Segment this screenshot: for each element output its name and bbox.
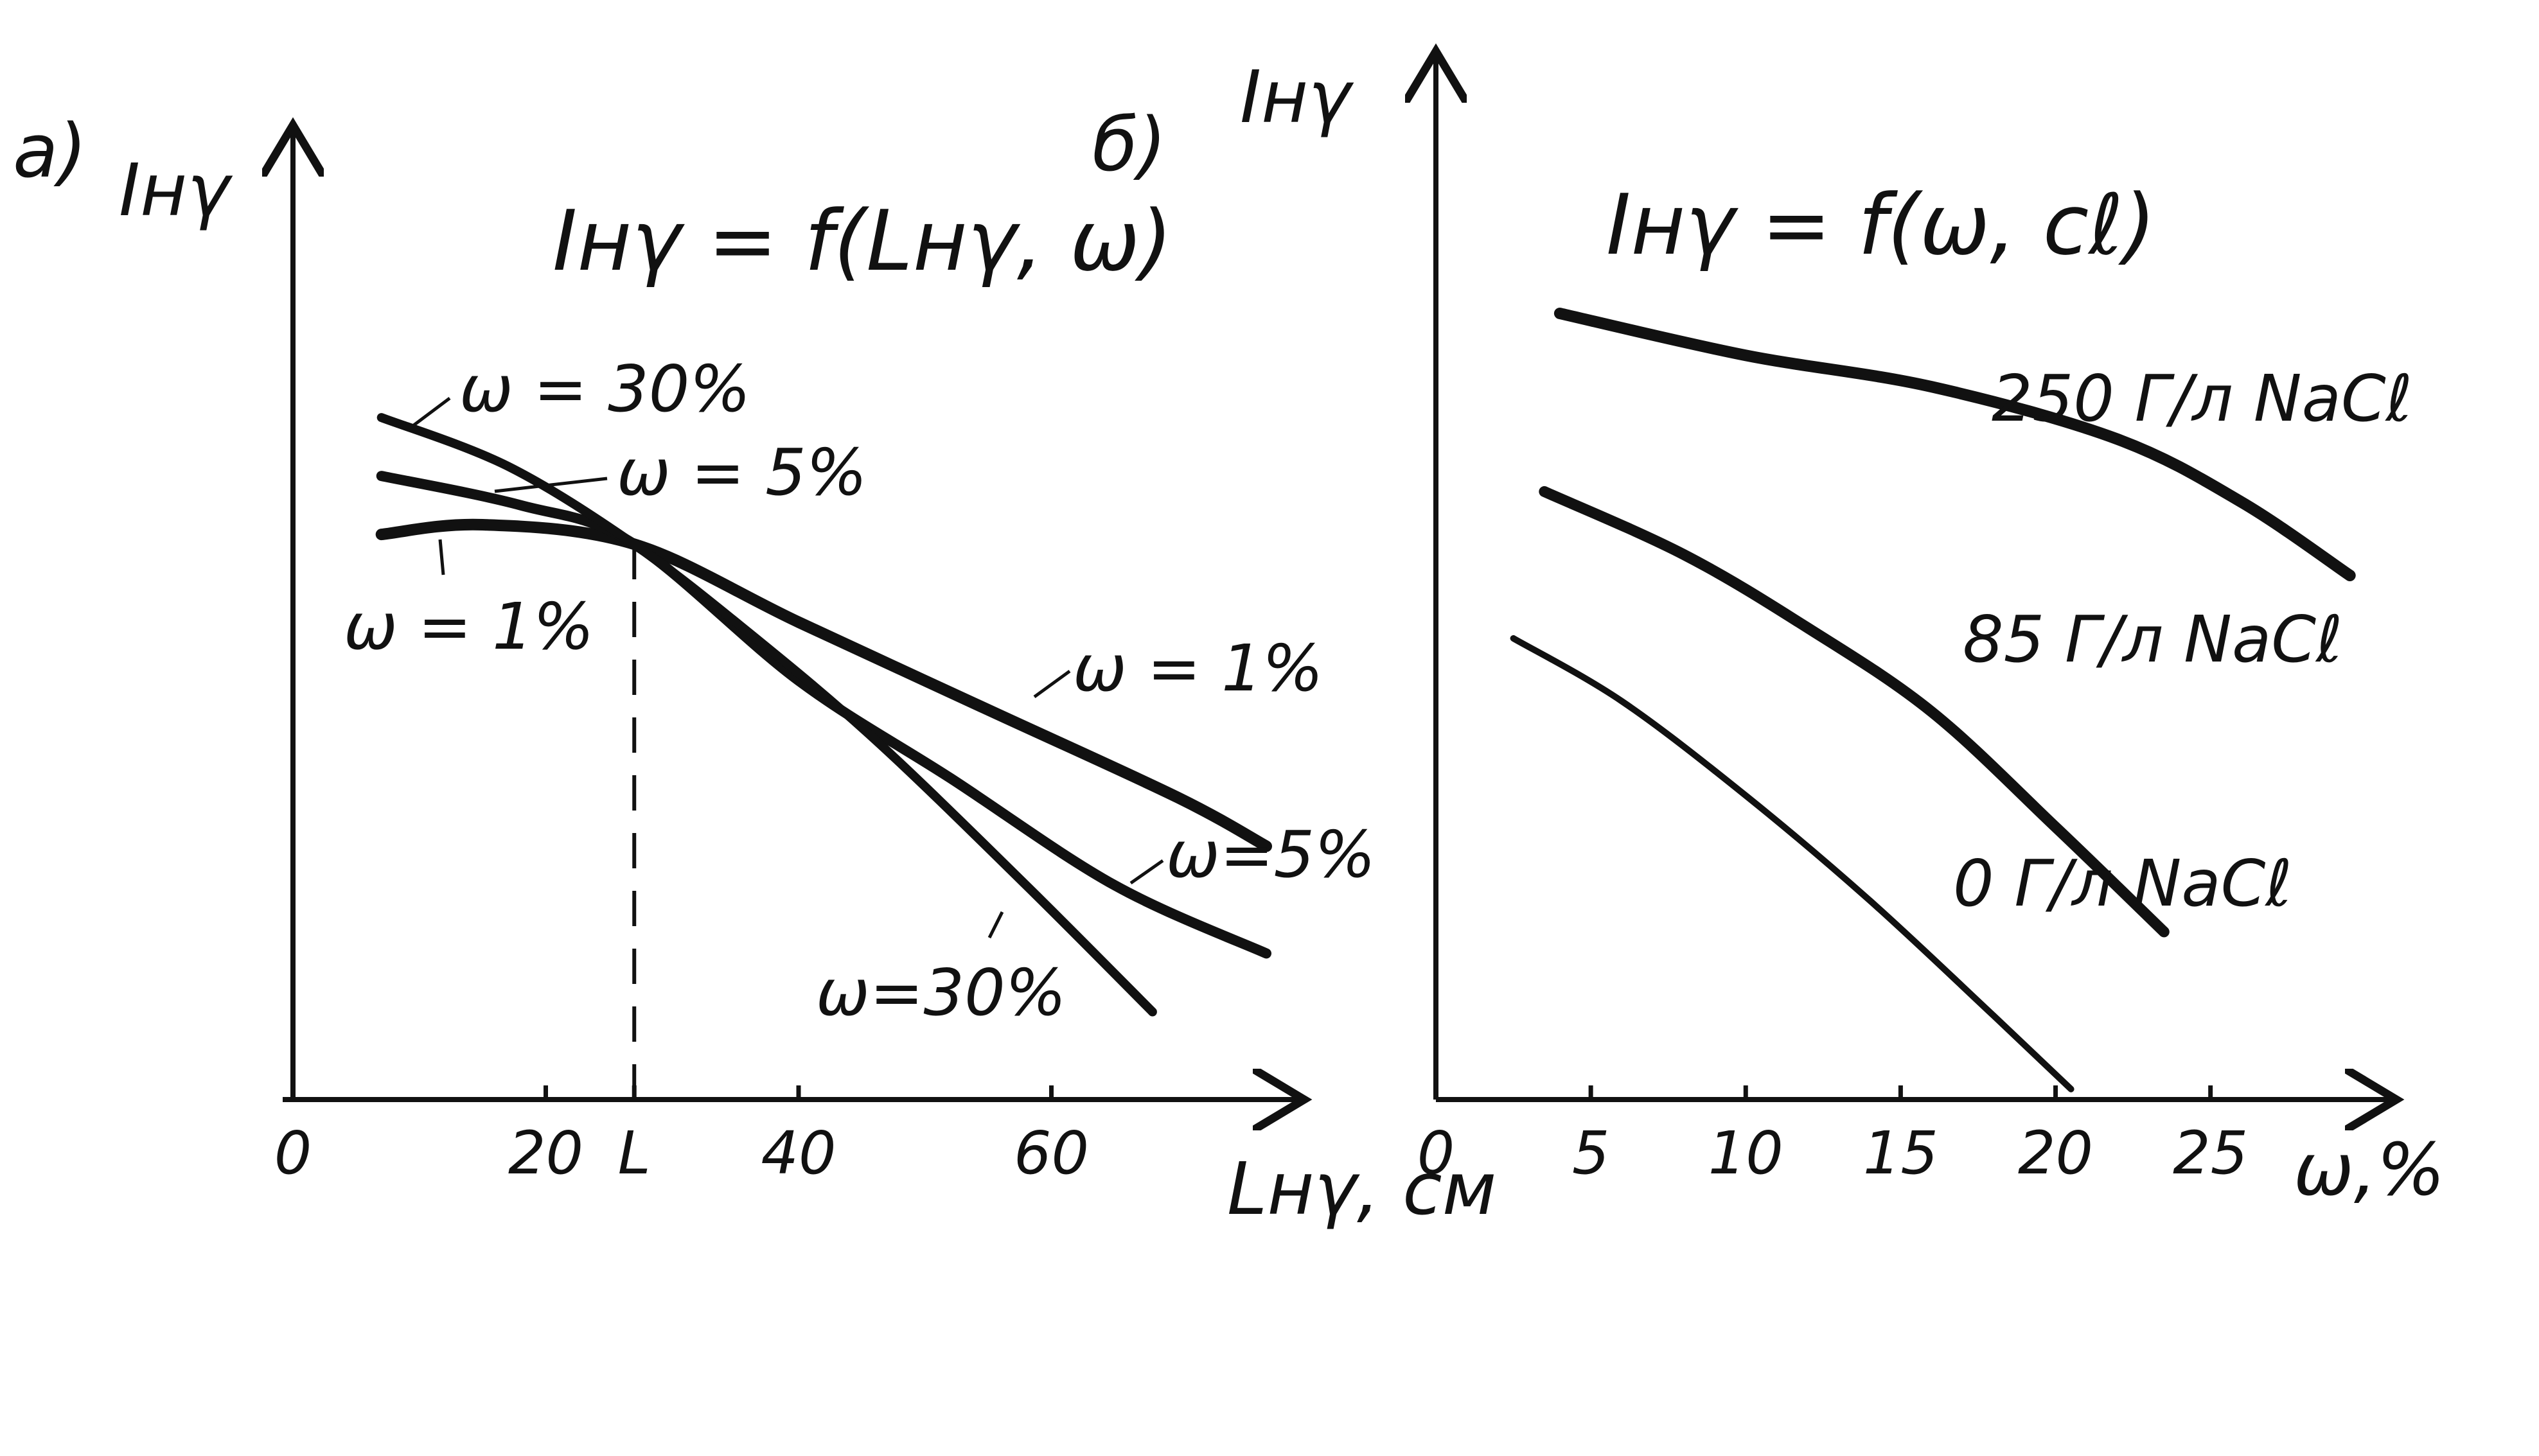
panel-b-xlabel: ω,% <box>2294 1128 2445 1212</box>
series-label-0: 0 Г/л NaCℓ <box>1953 846 2292 921</box>
series-line <box>1553 308 2356 581</box>
x-tick-label: 0 <box>1417 1119 1455 1188</box>
leader-line <box>410 397 451 428</box>
x-tick-label: 15 <box>1863 1119 1938 1188</box>
series-label-w1-left: ω = 1% <box>344 589 594 664</box>
x-tick-label: 20 <box>508 1119 583 1188</box>
leader-line <box>987 911 1004 939</box>
panel-a-title: Iнγ = f(Lнγ, ω) <box>553 192 1172 290</box>
series-line <box>376 413 1157 1017</box>
panel-b: б) Iнγ Iнγ = f(ω, cℓ) ω,% 0 5 10 15 20 25 250… <box>1092 51 2445 1212</box>
panel-a-curve-labels: ω = 30% ω = 5% ω = 1% ω = 1% ω=5% ω=30% <box>344 351 1376 1030</box>
panel-b-ylabel: Iнγ <box>1240 56 1354 139</box>
series-label-w1-right: ω = 1% <box>1073 631 1323 706</box>
series-line <box>1539 486 2170 938</box>
x-tick-label: 40 <box>761 1119 836 1188</box>
panel-a-ylabel: Iнγ <box>119 149 233 232</box>
series-line <box>376 471 1271 959</box>
series-label-w5-right: ω=5% <box>1166 817 1376 892</box>
leader-line <box>1129 859 1164 885</box>
panel-b-curve-labels: 250 Г/л NaCℓ 85 Г/л NaCℓ 0 Г/л NaCℓ <box>1953 361 2412 921</box>
x-tick-label: 20 <box>2018 1119 2093 1188</box>
x-tick-label: 10 <box>1708 1119 1783 1188</box>
series-label-85: 85 Г/л NaCℓ <box>1963 602 2342 677</box>
panel-a-label: a) <box>13 109 87 195</box>
leader-line <box>438 539 445 575</box>
panel-b-label: б) <box>1092 102 1167 188</box>
series-line <box>375 518 1272 852</box>
panel-b-ticks: 0 5 10 15 20 25 <box>1417 1085 2248 1188</box>
x-tick-label: 60 <box>1014 1119 1089 1188</box>
series-label-w5-left: ω = 5% <box>617 435 867 510</box>
x-tick-label: 25 <box>2173 1119 2248 1188</box>
panel-a: a) Iнγ Iнγ = f(Lнγ, ω) Lнγ, см 0 20 L 40 60 … <box>13 109 1496 1231</box>
x-tick-label: 0 <box>274 1119 312 1188</box>
series-label-w30-right: ω=30% <box>816 955 1066 1030</box>
series-label-w30-left: ω = 30% <box>459 351 750 426</box>
leader-line <box>1033 669 1071 699</box>
panel-a-leader-lines <box>410 397 1164 939</box>
series-label-250: 250 Г/л NaCℓ <box>1992 361 2412 436</box>
panel-b-curves <box>1510 308 2356 1092</box>
panel-a-ticks: 0 20 L 40 60 <box>274 1085 1089 1188</box>
x-tick-label: L <box>618 1119 651 1188</box>
panel-a-curves <box>375 413 1272 1017</box>
leader-line <box>494 477 608 493</box>
series-line <box>1510 635 2075 1092</box>
x-tick-label: 5 <box>1572 1119 1610 1188</box>
panel-a-xlabel: Lнγ, см <box>1227 1148 1496 1231</box>
panel-b-title: Iнγ = f(ω, cℓ) <box>1606 176 2156 274</box>
